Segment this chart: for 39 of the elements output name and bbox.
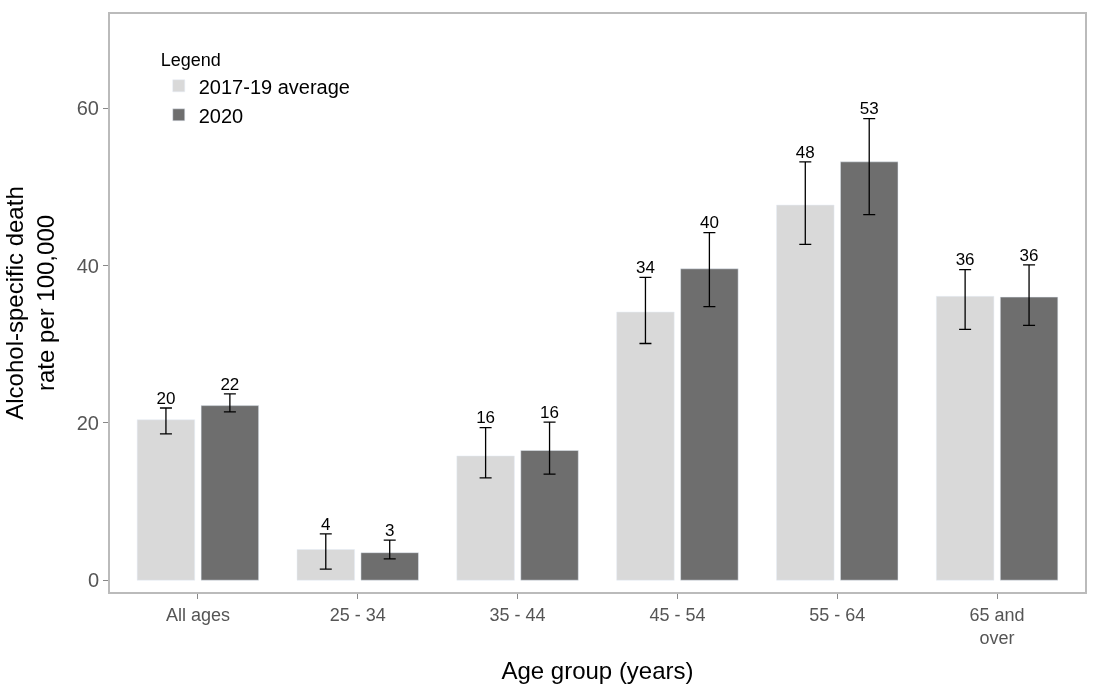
data-label: 36 xyxy=(955,250,975,270)
legend-label: 2017-19 average xyxy=(198,75,350,98)
y-tick-label: 60 xyxy=(76,97,99,120)
bar xyxy=(776,204,835,581)
data-label: 53 xyxy=(859,99,879,119)
bar xyxy=(1000,296,1059,581)
x-tick-label: 65 and over xyxy=(969,604,1025,648)
legend-title: Legend xyxy=(160,50,221,71)
bar xyxy=(136,419,195,581)
data-label: 16 xyxy=(540,402,560,422)
x-tick-label: 45 - 54 xyxy=(649,604,706,625)
x-tick-label: 35 - 44 xyxy=(489,604,546,625)
bar xyxy=(936,296,995,581)
x-tick-label: 25 - 34 xyxy=(329,604,386,625)
y-tick-label: 40 xyxy=(76,254,99,277)
bar xyxy=(520,450,579,581)
data-label: 34 xyxy=(635,258,655,278)
y-tick-label: 20 xyxy=(76,411,99,434)
y-axis-title: Alcohol-specific death rate per 100,000 xyxy=(1,186,60,420)
bar xyxy=(840,161,899,581)
x-tick-label: All ages xyxy=(165,604,230,625)
bar xyxy=(296,549,355,581)
data-label: 4 xyxy=(321,514,331,534)
bar xyxy=(680,268,739,581)
data-label: 22 xyxy=(220,374,240,394)
x-tick-label: 55 - 64 xyxy=(809,604,866,625)
legend-label: 2020 xyxy=(198,104,244,127)
data-label: 48 xyxy=(795,142,815,162)
x-axis-title: Age group (years) xyxy=(501,656,694,684)
data-label: 16 xyxy=(476,408,496,428)
y-tick-label: 0 xyxy=(87,569,99,592)
bar xyxy=(360,552,419,581)
data-label: 20 xyxy=(156,388,176,408)
data-label: 3 xyxy=(384,520,395,540)
data-label: 36 xyxy=(1019,245,1039,265)
data-label: 40 xyxy=(699,213,719,233)
bar xyxy=(616,311,675,581)
bar xyxy=(456,455,515,581)
bar xyxy=(200,405,259,581)
